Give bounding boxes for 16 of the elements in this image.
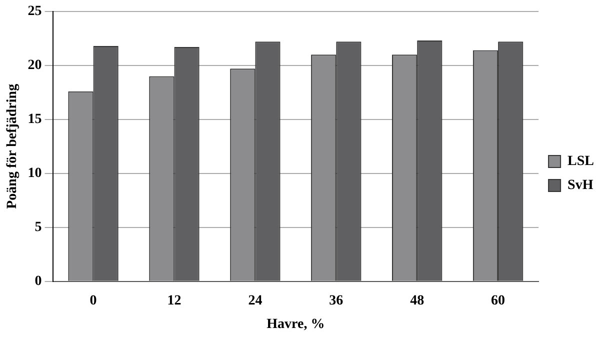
y-tick-label: 0 bbox=[34, 274, 42, 290]
legend-label: SvH bbox=[568, 178, 594, 194]
y-tick-label: 25 bbox=[28, 4, 42, 20]
x-tick-label: 24 bbox=[248, 293, 262, 308]
x-tick-label: 36 bbox=[329, 293, 344, 308]
x-tick-label: 48 bbox=[410, 293, 424, 308]
y-tick-label: 5 bbox=[34, 220, 42, 236]
y-axis-title: Poäng för befjädring bbox=[5, 84, 20, 209]
y-tick-label: 15 bbox=[28, 112, 42, 128]
y-tick-label: 20 bbox=[28, 58, 42, 74]
x-axis-title: Havre, % bbox=[266, 317, 325, 332]
x-tick-label: 60 bbox=[491, 293, 506, 308]
y-tick-label: 10 bbox=[28, 166, 42, 182]
x-tick-label: 12 bbox=[167, 293, 182, 308]
x-tick-label: 0 bbox=[90, 293, 97, 308]
legend-label: LSL bbox=[568, 154, 594, 170]
